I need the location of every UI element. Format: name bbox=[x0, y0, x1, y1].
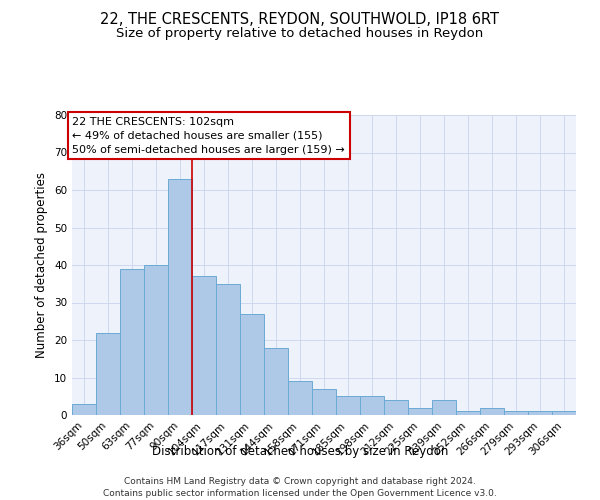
Bar bbox=[288, 381, 312, 415]
Text: Contains HM Land Registry data © Crown copyright and database right 2024.: Contains HM Land Registry data © Crown c… bbox=[124, 478, 476, 486]
Bar bbox=[552, 411, 576, 415]
Bar bbox=[168, 179, 192, 415]
Bar bbox=[120, 269, 144, 415]
Bar bbox=[504, 411, 528, 415]
Bar bbox=[264, 348, 288, 415]
Bar bbox=[336, 396, 360, 415]
Y-axis label: Number of detached properties: Number of detached properties bbox=[35, 172, 49, 358]
Text: Distribution of detached houses by size in Reydon: Distribution of detached houses by size … bbox=[152, 445, 448, 458]
Bar bbox=[240, 314, 264, 415]
Bar bbox=[432, 400, 456, 415]
Bar bbox=[216, 284, 240, 415]
Text: 22, THE CRESCENTS, REYDON, SOUTHWOLD, IP18 6RT: 22, THE CRESCENTS, REYDON, SOUTHWOLD, IP… bbox=[101, 12, 499, 28]
Bar bbox=[192, 276, 216, 415]
Bar bbox=[528, 411, 552, 415]
Bar bbox=[360, 396, 384, 415]
Bar bbox=[408, 408, 432, 415]
Text: Size of property relative to detached houses in Reydon: Size of property relative to detached ho… bbox=[116, 28, 484, 40]
Bar bbox=[96, 332, 120, 415]
Bar bbox=[480, 408, 504, 415]
Text: Contains public sector information licensed under the Open Government Licence v3: Contains public sector information licen… bbox=[103, 489, 497, 498]
Bar bbox=[144, 265, 168, 415]
Bar bbox=[312, 389, 336, 415]
Bar bbox=[384, 400, 408, 415]
Text: 22 THE CRESCENTS: 102sqm
← 49% of detached houses are smaller (155)
50% of semi-: 22 THE CRESCENTS: 102sqm ← 49% of detach… bbox=[73, 117, 345, 155]
Bar bbox=[456, 411, 480, 415]
Bar bbox=[72, 404, 96, 415]
